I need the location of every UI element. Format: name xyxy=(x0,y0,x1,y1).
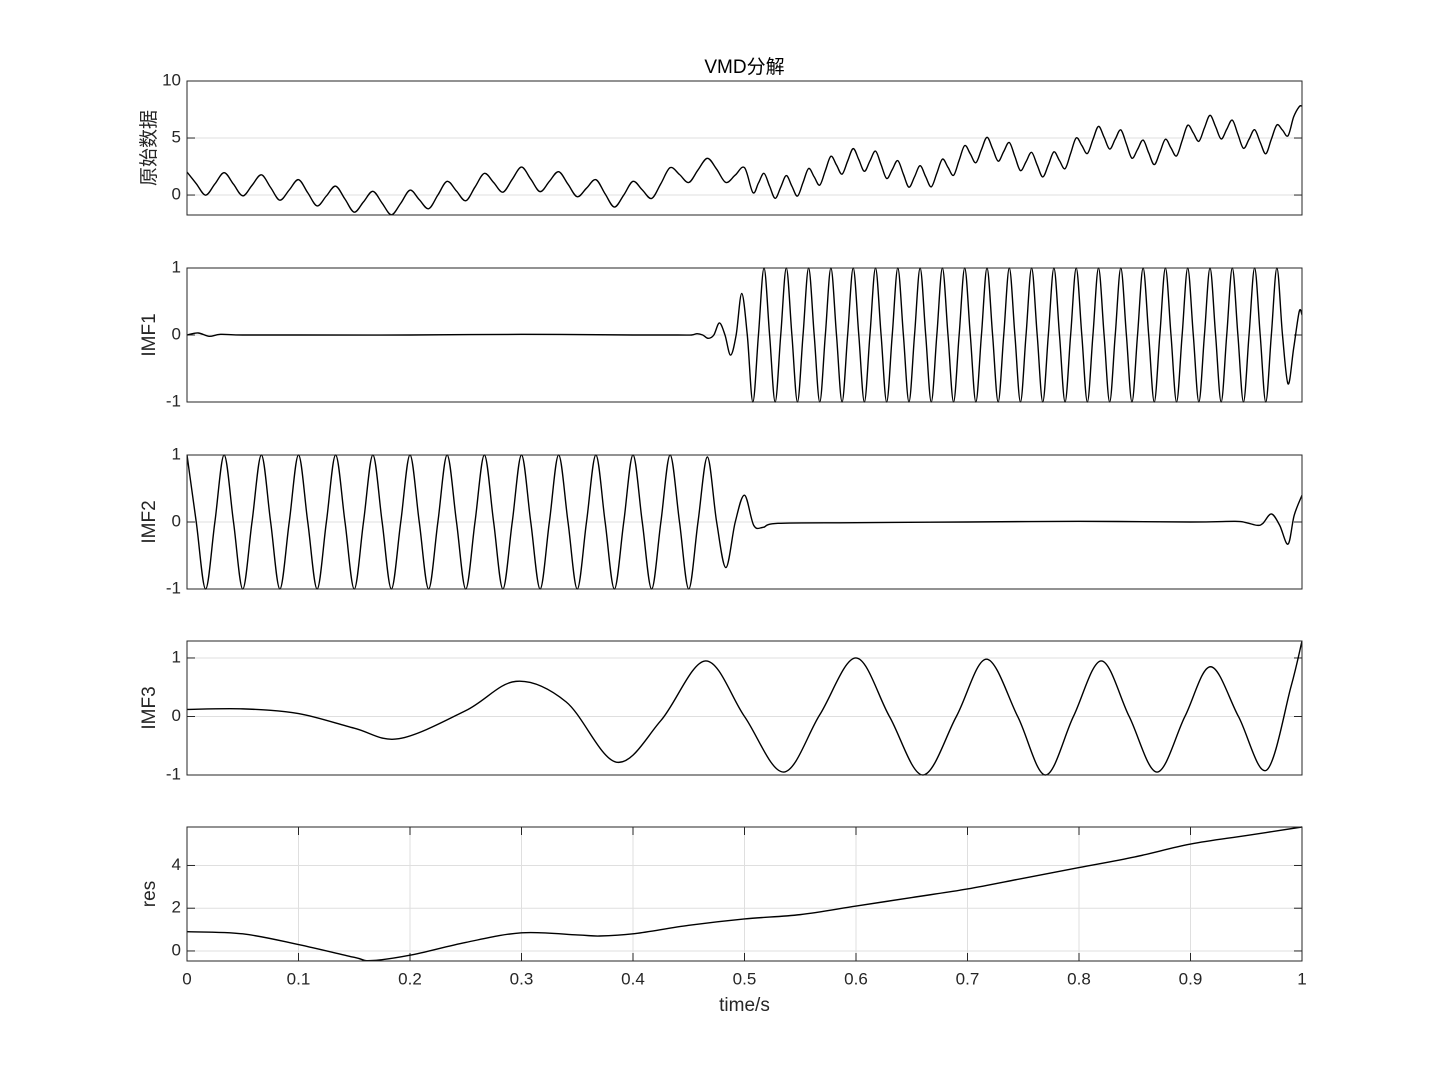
y-axis-label: IMF3 xyxy=(139,686,160,729)
y-tick-label: 5 xyxy=(172,128,181,147)
axes-box xyxy=(186,80,1303,216)
axes-box xyxy=(186,640,1303,776)
y-tick-label: 4 xyxy=(172,855,181,874)
y-axis-label: IMF2 xyxy=(139,500,160,543)
x-tick-label: 0.8 xyxy=(1067,969,1091,988)
axes-box xyxy=(186,454,1303,590)
y-tick-label: 1 xyxy=(172,647,181,666)
x-tick-label: 0.2 xyxy=(398,969,422,988)
x-tick-label: 0.5 xyxy=(733,969,757,988)
y-axis-label: IMF1 xyxy=(139,313,160,356)
data-line xyxy=(187,640,1302,776)
axes-box xyxy=(186,826,1303,962)
data-line xyxy=(187,267,1302,403)
x-tick-label: 0.9 xyxy=(1179,969,1203,988)
y-tick-label: 1 xyxy=(172,257,181,276)
x-tick-label: 0.7 xyxy=(956,969,980,988)
y-tick-label: -1 xyxy=(166,764,181,783)
y-tick-label: 0 xyxy=(172,185,181,204)
y-tick-label: 1 xyxy=(172,444,181,463)
y-tick-label: 10 xyxy=(162,70,181,89)
x-tick-label: 0.6 xyxy=(844,969,868,988)
x-tick-label: 1 xyxy=(1297,969,1306,988)
chart-title: VMD分解 xyxy=(704,56,784,78)
x-axis-label: time/s xyxy=(719,995,770,1016)
y-tick-label: 0 xyxy=(172,940,181,959)
axes-box xyxy=(186,267,1303,403)
y-tick-label: -1 xyxy=(166,391,181,410)
y-tick-label: -1 xyxy=(166,578,181,597)
y-tick-label: 0 xyxy=(172,324,181,343)
data-line xyxy=(187,105,1302,216)
x-tick-label: 0 xyxy=(182,969,191,988)
data-line xyxy=(187,454,1302,590)
x-tick-label: 0.1 xyxy=(287,969,311,988)
x-tick-label: 0.4 xyxy=(621,969,645,988)
y-axis-label: res xyxy=(139,881,160,907)
y-axis-label: 原始数据 xyxy=(138,110,160,186)
x-tick-label: 0.3 xyxy=(510,969,534,988)
y-tick-label: 0 xyxy=(172,511,181,530)
y-tick-label: 0 xyxy=(172,706,181,725)
y-tick-label: 2 xyxy=(172,898,181,917)
